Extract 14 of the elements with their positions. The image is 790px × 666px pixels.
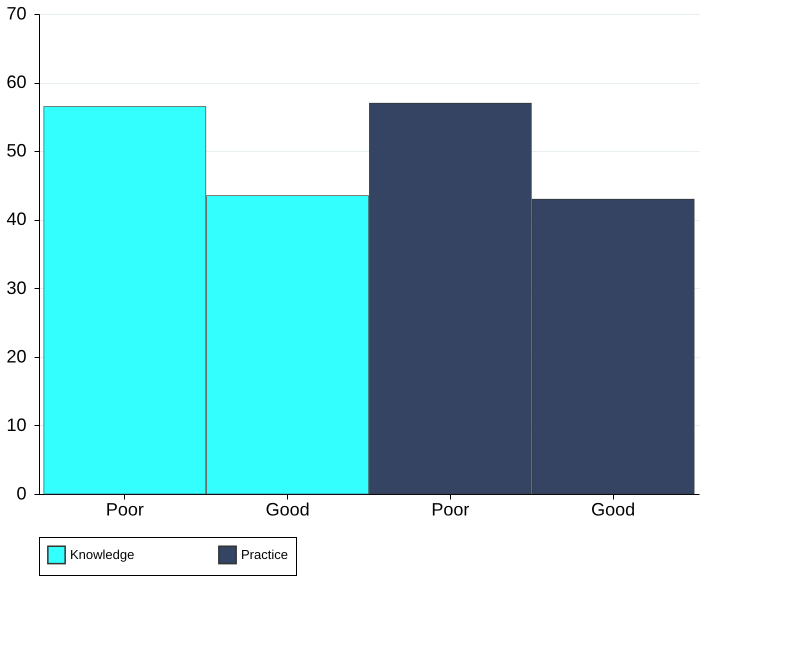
x-tick-label: Good: [266, 500, 310, 520]
y-tick-label: 70: [6, 4, 26, 24]
y-tick-label: 50: [6, 140, 26, 161]
x-tick-label: Good: [591, 500, 636, 520]
y-tick-label: 10: [6, 414, 26, 435]
legend-label: Knowledge: [70, 546, 134, 562]
legend-label: Practice: [241, 546, 288, 562]
y-tick-label: 40: [6, 209, 26, 230]
y-tick-label: 0: [16, 484, 26, 504]
y-tick-label: 20: [6, 346, 26, 366]
x-tick-label: Poor: [431, 500, 470, 520]
y-tick-label: 60: [6, 72, 26, 92]
y-tick-label: 30: [6, 278, 26, 298]
x-tick-label: Poor: [106, 500, 144, 520]
